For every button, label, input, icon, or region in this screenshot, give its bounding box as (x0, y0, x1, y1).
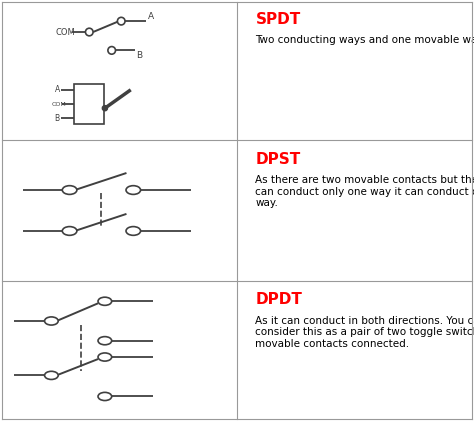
Text: SPDT: SPDT (255, 12, 301, 27)
Circle shape (98, 297, 112, 305)
Text: B: B (55, 114, 60, 123)
Text: A: A (55, 85, 60, 94)
Text: DPDT: DPDT (255, 293, 302, 307)
Text: A: A (148, 12, 155, 21)
Text: DPST: DPST (255, 152, 301, 167)
Text: COM: COM (52, 101, 67, 107)
Circle shape (98, 392, 112, 400)
Bar (73, 84, 103, 125)
Text: Two conducting ways and one movable ways: Two conducting ways and one movable ways (255, 35, 474, 45)
Circle shape (45, 371, 58, 379)
Circle shape (102, 106, 107, 111)
Text: B: B (136, 51, 142, 60)
Circle shape (108, 47, 116, 54)
Circle shape (126, 186, 141, 195)
Text: As it can conduct in both directions. You can
consider this as a pair of two tog: As it can conduct in both directions. Yo… (255, 316, 474, 349)
Text: COM: COM (56, 27, 76, 37)
Circle shape (126, 226, 141, 235)
Circle shape (85, 28, 93, 36)
Circle shape (98, 337, 112, 345)
Circle shape (98, 353, 112, 361)
Circle shape (45, 317, 58, 325)
Circle shape (62, 186, 77, 195)
Circle shape (118, 17, 125, 25)
Text: As there are two movable contacts but the switch
can conduct only one way it can: As there are two movable contacts but th… (255, 175, 474, 208)
Circle shape (62, 226, 77, 235)
